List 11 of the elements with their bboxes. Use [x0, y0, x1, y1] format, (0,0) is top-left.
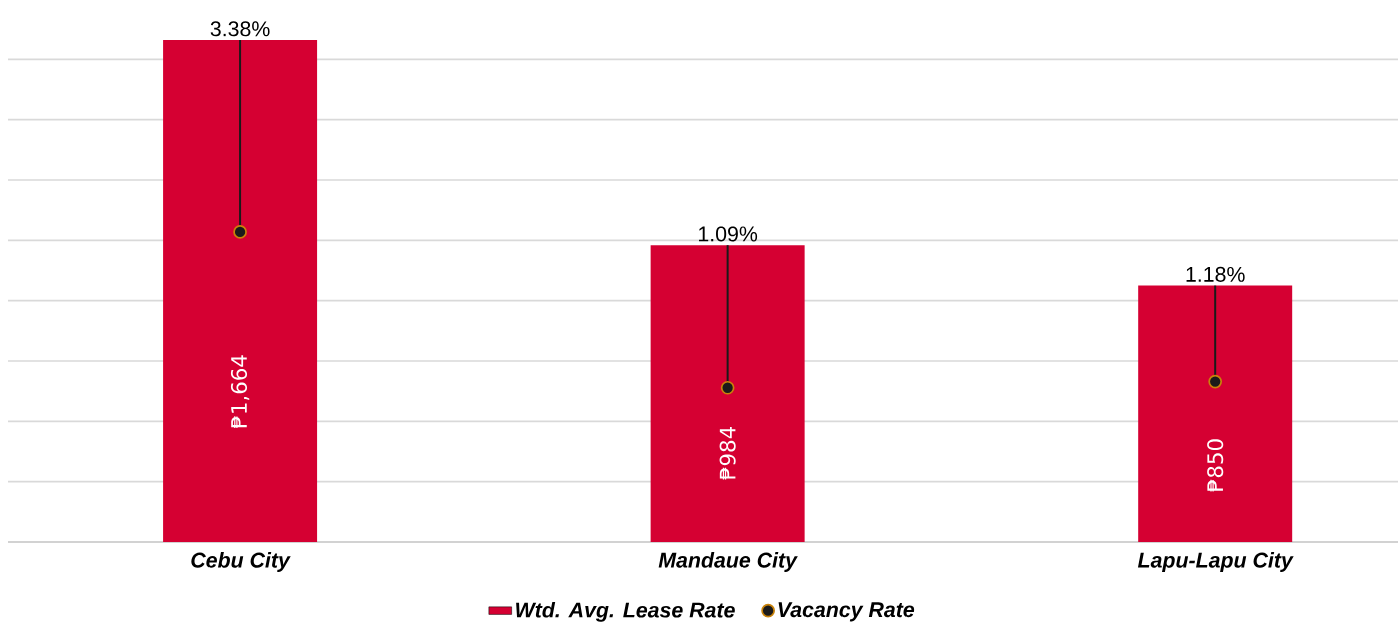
legend-label: Vacancy Rate	[778, 602, 915, 622]
x-tick-label: Lapu-Lapu City	[1137, 552, 1294, 572]
legend-label: Wtd. Avg. Lease Rate	[516, 601, 735, 622]
data-label: 1.18%	[1186, 266, 1245, 282]
data-label: ₱1,664	[230, 355, 250, 429]
x-tick-label: Mandaue City	[658, 552, 798, 572]
data-label: 3.38%	[210, 21, 270, 37]
x-tick-label: Cebu City	[191, 552, 291, 572]
data-label: ₱984	[719, 427, 736, 480]
data-label: 1.09%	[699, 226, 758, 242]
data-label: ₱850	[1207, 439, 1224, 492]
